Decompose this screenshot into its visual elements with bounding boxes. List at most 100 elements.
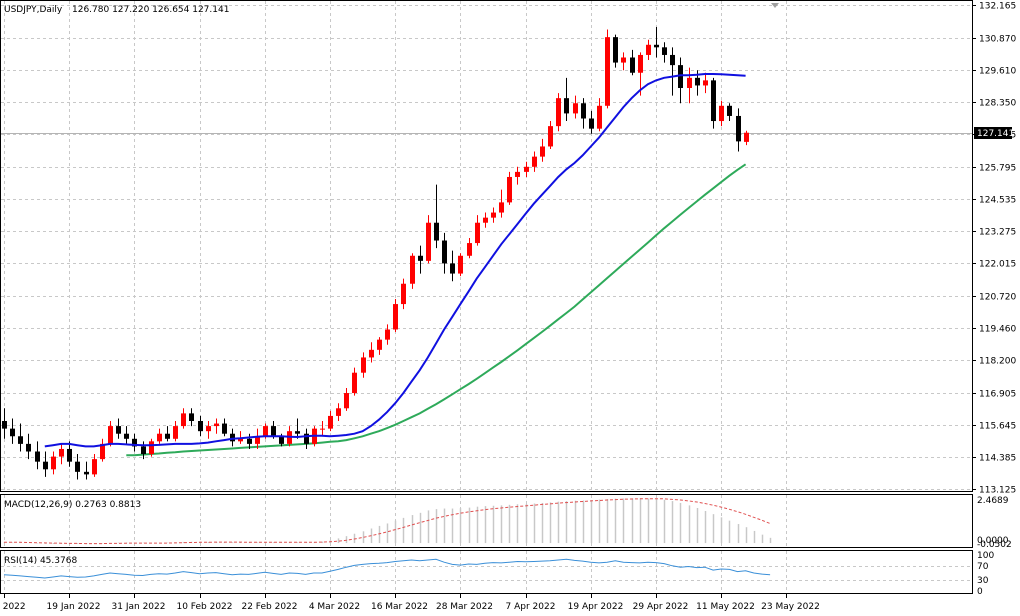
candle: [410, 253, 415, 289]
candle-body: [18, 436, 23, 444]
candle-body: [662, 47, 667, 55]
candle: [189, 408, 194, 427]
candle-body: [589, 118, 594, 129]
y-tick-label: 130.870: [979, 35, 1016, 45]
candle: [662, 42, 667, 63]
macd-y-label: -0.0502: [977, 540, 1012, 550]
candle-body: [141, 446, 146, 455]
candle-body: [515, 171, 520, 177]
candle: [613, 34, 618, 68]
y-tick-label: 118.200: [979, 357, 1016, 367]
candle: [43, 451, 48, 477]
candle-body: [26, 443, 31, 452]
candle: [532, 151, 537, 172]
candle: [2, 408, 7, 439]
candle: [475, 215, 480, 246]
candle: [646, 39, 651, 61]
candle-body: [116, 426, 121, 434]
y-tick-label: 122.015: [979, 260, 1016, 270]
candle-body: [336, 408, 341, 416]
candle-body: [556, 98, 561, 127]
candle-body: [2, 421, 7, 429]
candle: [499, 189, 504, 218]
candle-body: [695, 77, 700, 86]
time-axis: 7 Jan 2022 19 Jan 2022 31 Jan 2022 10 Feb 2…: [0, 594, 820, 612]
macd-indicator: [3, 498, 772, 545]
candle: [352, 367, 357, 396]
candle-body: [189, 413, 194, 422]
candle-body: [108, 426, 113, 444]
x-tick-label: 4 Mar 2022: [309, 602, 360, 612]
y-tick-label: 116.905: [979, 390, 1016, 400]
candle-body: [678, 65, 683, 88]
candle: [507, 171, 512, 205]
candle-body: [581, 103, 586, 119]
candle-body: [573, 103, 578, 114]
candle: [173, 421, 178, 442]
candle: [385, 324, 390, 345]
candle-body: [597, 105, 602, 129]
candle: [736, 108, 741, 152]
candle-body: [418, 255, 423, 261]
candle-body: [247, 438, 252, 444]
y-tick-label: 128.350: [979, 99, 1016, 109]
candle: [727, 103, 732, 122]
candle: [149, 438, 154, 457]
candle: [434, 184, 439, 249]
current-price-tag-bg: [974, 127, 1012, 139]
candle: [719, 100, 724, 127]
candle-body: [491, 212, 496, 218]
candle: [75, 454, 80, 480]
candle-body: [613, 37, 618, 63]
y-tick-label: 114.385: [979, 454, 1016, 464]
candle: [515, 166, 520, 185]
candle-body: [222, 423, 227, 434]
candle-body: [442, 240, 447, 264]
candle: [467, 237, 472, 259]
candle: [295, 418, 300, 439]
candle: [51, 451, 56, 475]
candle: [336, 403, 341, 422]
candle: [165, 426, 170, 442]
candle-body: [703, 80, 708, 86]
macd-y-label: 0.0000: [977, 536, 1009, 546]
candle-body: [401, 283, 406, 305]
candle-body: [67, 448, 72, 462]
x-tick-label: 19 Apr 2022: [568, 602, 624, 612]
x-tick-label: 7 Jan 2022: [0, 602, 26, 612]
rsi-indicator: [1, 558, 972, 581]
candle-body: [499, 202, 504, 213]
x-tick-label: 7 Apr 2022: [506, 602, 556, 612]
candle-body: [92, 459, 97, 475]
candle-body: [369, 349, 374, 358]
rsi-y-label: 0: [977, 587, 983, 597]
current-price-tag: 127.141: [974, 127, 1014, 139]
chart-shift-marker[interactable]: [771, 3, 779, 8]
candle: [116, 418, 121, 439]
candle: [401, 278, 406, 310]
candle: [304, 428, 309, 449]
panel-frames: [0, 0, 973, 594]
candle-body: [84, 471, 89, 475]
x-tick-label: 22 Feb 2022: [241, 602, 297, 612]
candle: [92, 454, 97, 477]
candle-body: [744, 132, 749, 142]
candle-body: [279, 436, 284, 444]
grid-lines: [1, 1, 972, 593]
candle: [621, 52, 626, 71]
x-tick-label: 11 May 2022: [696, 602, 755, 612]
candle-body: [605, 37, 610, 106]
candle-body: [352, 372, 357, 394]
candle-body: [173, 426, 178, 439]
candle-body: [450, 263, 455, 274]
candle: [711, 77, 716, 129]
candle-body: [507, 176, 512, 203]
x-tick-label: 29 Apr 2022: [633, 602, 689, 612]
price-axis: 132.165130.870129.610128.350127.095125.7…: [972, 2, 1016, 597]
candle-body: [51, 456, 56, 470]
rsi-line: [3, 558, 771, 579]
y-tick-label: 124.535: [979, 196, 1016, 206]
y-tick-label: 119.460: [979, 325, 1016, 335]
candle: [458, 253, 463, 277]
candle-body: [638, 54, 643, 73]
